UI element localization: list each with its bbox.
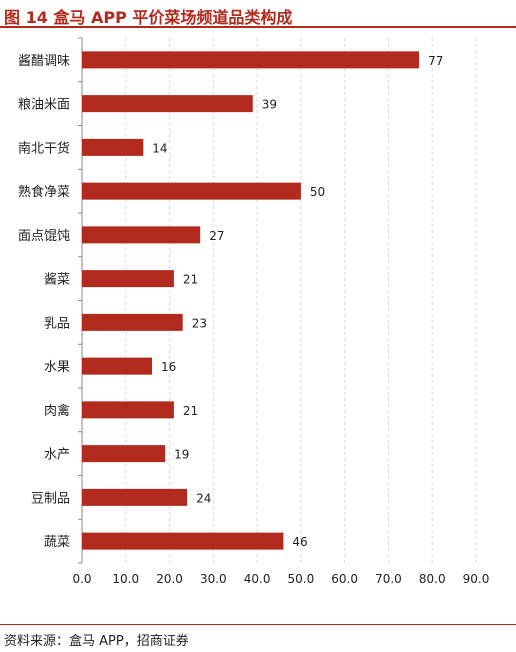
bar-chart: 0.0 10.0 20.0 30.0 40.0 50.0 60.0 70.0 80.0 90.0 酱… [18, 37, 490, 586]
x-tick-label: 20.0 [156, 572, 183, 586]
category-label: 酱菜 [44, 273, 70, 288]
category-label: 粮油米面 [18, 98, 70, 113]
data-label: 21 [183, 273, 198, 287]
category-label: 肉禽 [44, 403, 70, 419]
x-tick-label: 70.0 [375, 572, 402, 586]
x-tick-label: 40.0 [244, 572, 271, 586]
bar [82, 270, 174, 288]
bar [82, 182, 301, 200]
bar [82, 357, 153, 375]
x-tick-label: 50.0 [288, 572, 315, 586]
category-label: 酱醋调味 [18, 53, 70, 69]
data-label: 23 [192, 316, 207, 330]
x-tick-label: 90.0 [463, 572, 490, 586]
data-label: 14 [152, 141, 167, 155]
data-label: 50 [310, 185, 325, 199]
category-label: 南北干货 [18, 140, 70, 156]
x-tick-label: 30.0 [200, 572, 227, 586]
data-label: 46 [292, 535, 307, 549]
bar [82, 138, 144, 156]
category-label: 熟食净菜 [18, 184, 70, 200]
data-label: 77 [428, 54, 443, 68]
x-tick-label: 10.0 [112, 572, 139, 586]
data-label: 21 [183, 404, 198, 418]
category-label: 豆制品 [31, 491, 70, 506]
bar [82, 401, 174, 419]
x-tick-label: 0.0 [72, 572, 91, 586]
bar [82, 313, 183, 331]
bar [82, 226, 201, 244]
data-label: 27 [209, 229, 224, 243]
source-note: 资料来源：盒马 APP，招商证券 [4, 634, 189, 649]
data-label: 24 [196, 491, 211, 505]
category-label: 水果 [44, 360, 70, 375]
x-tick-label: 60.0 [331, 572, 358, 586]
bar [82, 445, 166, 463]
bar [82, 51, 420, 69]
data-label: 16 [161, 360, 176, 374]
source-divider [0, 624, 516, 625]
category-label: 水产 [44, 448, 70, 463]
category-label: 乳品 [44, 316, 70, 331]
bar [82, 488, 188, 506]
title-divider [0, 26, 516, 28]
bar [82, 95, 253, 113]
chart-title: 图 14 盒马 APP 平价菜场频道品类构成 [4, 8, 293, 27]
data-label: 19 [174, 448, 189, 462]
category-label: 蔬菜 [44, 535, 70, 550]
category-label: 面点馄饨 [18, 229, 70, 244]
x-tick-label: 80.0 [419, 572, 446, 586]
bar [82, 532, 284, 550]
data-label: 39 [262, 98, 277, 112]
